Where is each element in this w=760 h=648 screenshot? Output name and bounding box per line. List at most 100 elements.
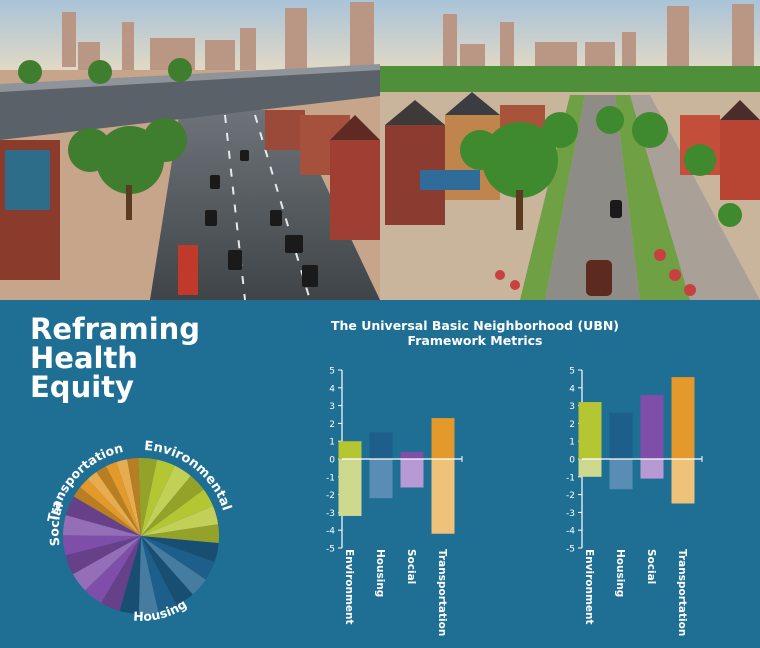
pie-slice-housing [141, 536, 215, 580]
pie-slice-social [72, 536, 141, 591]
chart-title: The Universal Basic Neighborhood (UBN) F… [330, 318, 620, 348]
car-right-2 [610, 200, 622, 218]
pie-slice-transportation [116, 459, 141, 536]
bar-negative-transportation [431, 459, 455, 534]
headline-line-1: Reframing [30, 312, 201, 346]
x-tick-label-social: Social [645, 549, 657, 584]
y-tick-label: 1 [329, 438, 335, 448]
pie-slice-housing [138, 536, 159, 615]
bar-chart-2: -5 -4 -3 -2 -1 0 1 2 3 4 5 Environment Housing Social… [566, 367, 703, 636]
bar-negative-environment [578, 459, 602, 477]
lane-markings [224, 114, 311, 300]
y-tick-label: 5 [569, 367, 575, 377]
car-right [586, 260, 612, 296]
pie-slice-social [85, 536, 141, 603]
highway-rail [0, 64, 380, 92]
x-tick-label-transportation: Transportation [676, 549, 688, 636]
bar-negative-transportation [671, 459, 695, 504]
y-tick-label: 5 [329, 367, 335, 377]
bar-positive-environment [578, 402, 602, 459]
pie-label-social: Social [46, 500, 66, 547]
right-bike-path [615, 95, 690, 300]
headline-line-2: Health [30, 341, 138, 375]
pie-slice-environmental [141, 506, 219, 536]
bike-path [520, 95, 585, 300]
bar-positive-transportation [671, 377, 695, 459]
bar-negative-environment [338, 459, 362, 516]
bar-positive-social [400, 451, 424, 459]
pie-slice-housing [141, 536, 206, 595]
pie-slice-social [62, 535, 141, 556]
y-tick-label: 1 [569, 438, 575, 448]
bar-positive-transportation [431, 418, 455, 459]
trees-right [460, 106, 742, 227]
pie-slice-housing [141, 536, 177, 613]
y-tick-label: 3 [569, 402, 575, 412]
storefront-window [5, 150, 50, 210]
x-tick-label-transportation: Transportation [436, 549, 448, 636]
pie-label-social-text: Social [46, 500, 66, 547]
pie-slice-social [100, 536, 141, 611]
pie-slices [62, 458, 220, 615]
pie-slice-social [65, 496, 141, 536]
right-sidewalk [630, 95, 760, 300]
bar-chart-1: -5 -4 -3 -2 -1 0 1 2 3 4 5 Environment Housing Social… [326, 367, 463, 636]
bar-positive-housing [369, 432, 393, 459]
y-tick-label: -3 [566, 509, 575, 519]
y-tick-label: -5 [566, 545, 575, 555]
pie-chart: Transportation Environmental Social Hous… [44, 425, 245, 630]
y-tick-label: 0 [329, 456, 335, 466]
bar-positive-social [640, 394, 664, 459]
y-tick-label: 0 [569, 456, 575, 466]
pie-slice-environmental [141, 475, 204, 536]
y-tick-label: -1 [566, 473, 575, 483]
chart-title-line-1: The Universal Basic Neighborhood (UBN) [330, 318, 620, 333]
y-tick-label: 2 [569, 420, 575, 430]
green-street [545, 95, 640, 300]
y-tick-label: -1 [326, 473, 335, 483]
y-tick-label: 4 [569, 384, 575, 394]
city-skyline [62, 2, 754, 72]
x-tick-label-environment: Environment [583, 549, 595, 625]
x-tick-label-social: Social [405, 549, 417, 584]
pie-slice-environmental [138, 458, 158, 536]
bar-positive-environment [338, 441, 362, 459]
bar-positive-housing [609, 412, 633, 459]
flower-beds [495, 249, 696, 296]
pie-slice-transportation [105, 462, 141, 536]
pie-slice-transportation [127, 458, 141, 536]
pie-slice-transportation [87, 472, 141, 536]
pie-slice-housing [119, 536, 141, 614]
headline: Reframing Health Equity [30, 315, 200, 402]
y-tick-label: -2 [326, 491, 335, 501]
y-tick-label: -4 [566, 527, 575, 537]
houses-left [265, 110, 380, 240]
bar-negative-social [400, 459, 424, 488]
pie-slice-environmental [141, 489, 214, 536]
pie-slice-housing [141, 536, 219, 563]
y-tick-label: 3 [329, 402, 335, 412]
bar-negative-social [640, 459, 664, 479]
bar-negative-housing [609, 459, 633, 490]
pie-slice-environmental [141, 524, 220, 544]
pie-slice-transportation [96, 466, 141, 536]
pie-slice-social [65, 536, 141, 575]
y-tick-label: -5 [326, 545, 335, 555]
y-tick-label: -4 [326, 527, 335, 537]
pie-slice-transportation [80, 479, 141, 536]
pie-slice-housing [141, 536, 193, 606]
x-tick-label-housing: Housing [374, 549, 386, 597]
tree-trunk [126, 185, 132, 220]
chart-title-line-2: Framework Metrics [407, 333, 543, 348]
headline-line-3: Equity [30, 370, 134, 404]
street-illustration [0, 0, 760, 300]
x-tick-label-housing: Housing [614, 549, 626, 597]
tree-trunk [516, 190, 523, 230]
tree-line [380, 66, 760, 92]
awning [420, 170, 480, 190]
multi-lane-road [150, 110, 380, 300]
cars [205, 150, 318, 287]
pie-slice-social [63, 515, 141, 536]
y-tick-label: -2 [566, 491, 575, 501]
